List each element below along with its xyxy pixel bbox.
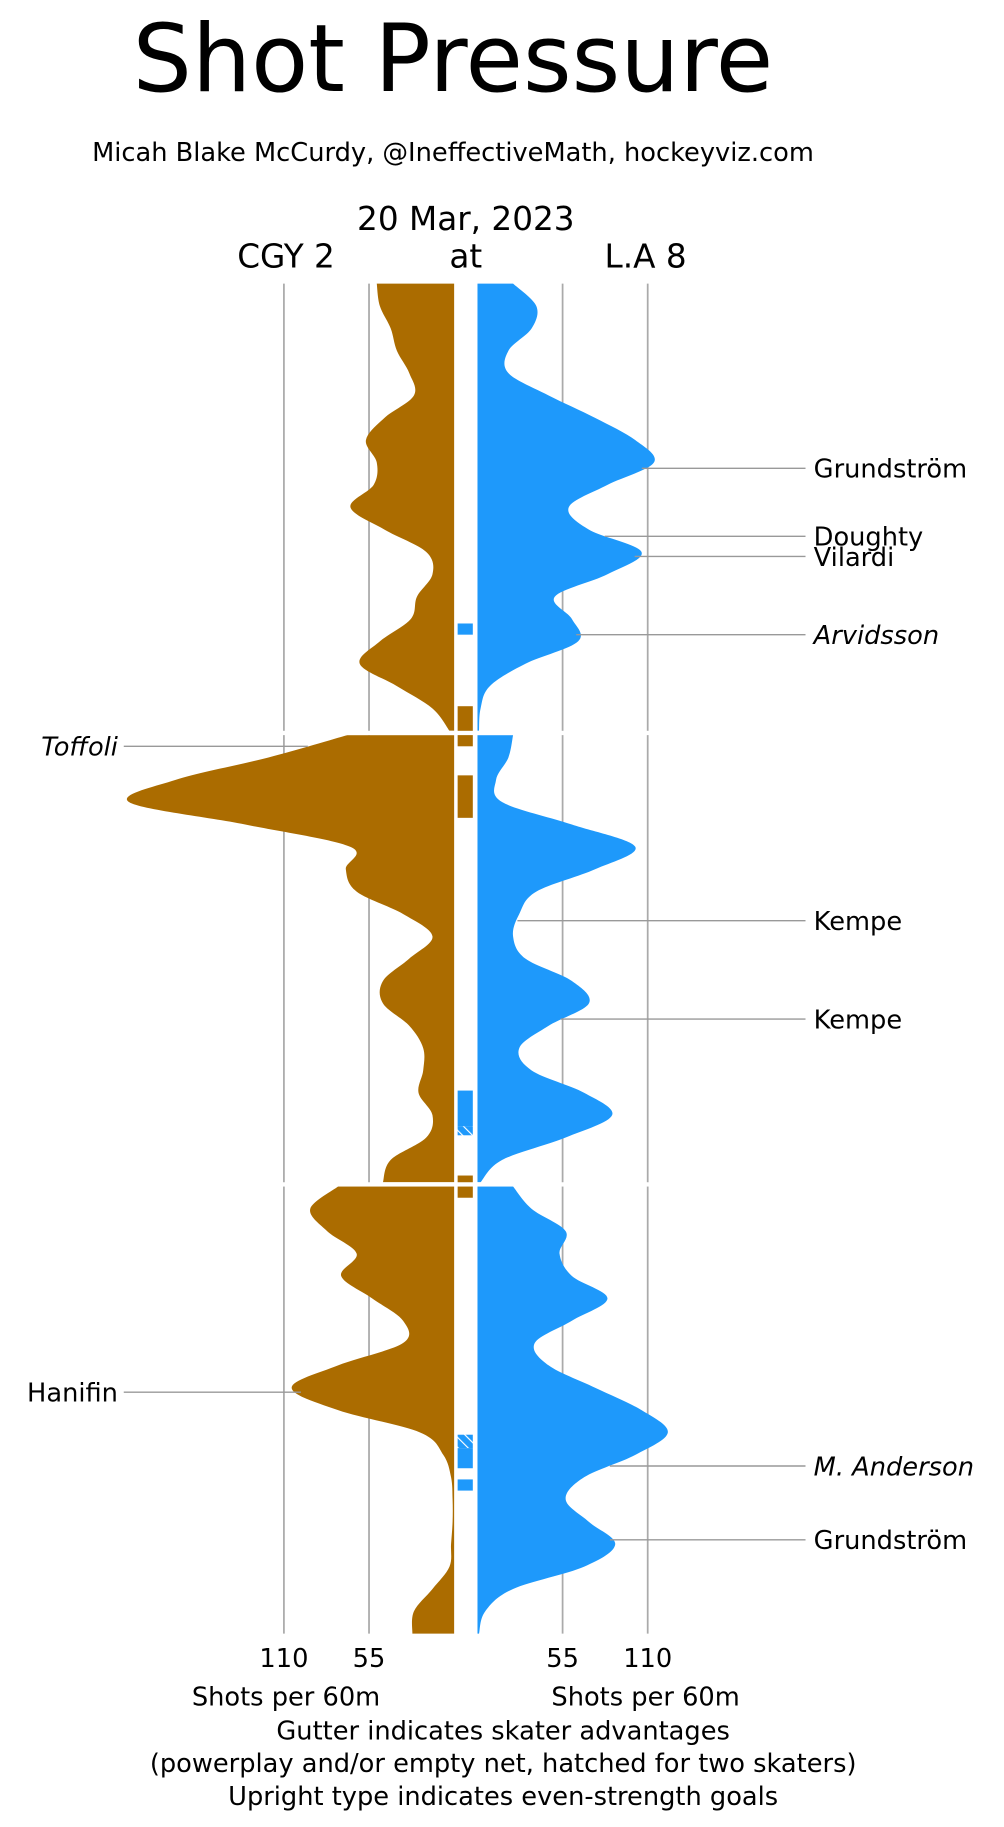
chart-title: Shot Pressure — [133, 5, 774, 114]
goal-label: Doughty — [814, 523, 924, 553]
period-gap — [0, 1182, 1004, 1187]
x-axis-label: Shots per 60m — [551, 1683, 739, 1713]
home-team: L.A 8 — [605, 237, 687, 275]
pressure-area — [126, 735, 455, 1183]
goal-label: Kempe — [814, 907, 902, 937]
goal-label: Toffoli — [41, 733, 118, 763]
x-tick-label: 55 — [546, 1644, 579, 1674]
pressure-area — [291, 1186, 455, 1634]
power-play — [457, 775, 473, 818]
note: Gutter indicates skater advantages — [276, 1716, 729, 1746]
power-play — [457, 1434, 473, 1449]
goal-label: Grundström — [814, 455, 967, 485]
note: (powerplay and/or empty net, hatched for… — [150, 1749, 857, 1779]
pressure-area — [477, 1186, 668, 1634]
period-gap — [0, 730, 1004, 736]
power-play — [457, 1175, 473, 1198]
at-label: at — [449, 237, 482, 275]
power-play — [457, 1479, 473, 1491]
pressure-area — [477, 735, 636, 1183]
goal-label: Kempe — [814, 1005, 902, 1035]
power-play — [457, 1126, 473, 1136]
x-tick-label: 110 — [259, 1644, 308, 1674]
pressure-area — [350, 283, 455, 731]
goal-label: Arvidsson — [812, 621, 939, 651]
pressure-area — [477, 283, 655, 731]
x-tick-label: 55 — [353, 1644, 386, 1674]
date: 20 Mar, 2023 — [357, 200, 575, 238]
subtitle: Micah Blake McCurdy, @IneffectiveMath, h… — [92, 138, 814, 168]
note: Upright type indicates even-strength goa… — [228, 1782, 778, 1812]
away-team: CGY 2 — [237, 237, 335, 275]
power-play — [457, 706, 473, 747]
power-play — [457, 1090, 473, 1127]
goal-label: Hanifin — [27, 1379, 118, 1409]
goal-label: Vilardi — [814, 543, 895, 573]
goal-label: Grundström — [814, 1526, 967, 1556]
power-play — [457, 623, 473, 635]
goal-label: M. Anderson — [814, 1452, 974, 1482]
x-axis-label: Shots per 60m — [192, 1683, 380, 1713]
power-play — [457, 1448, 473, 1469]
x-tick-label: 110 — [623, 1644, 672, 1674]
